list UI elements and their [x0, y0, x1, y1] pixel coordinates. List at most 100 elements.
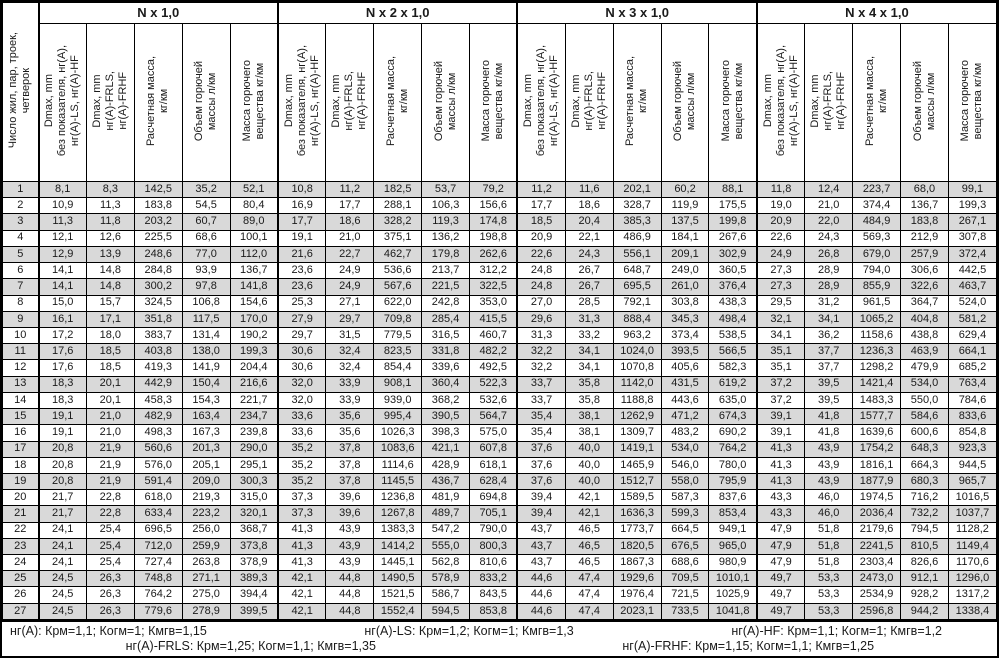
data-cell: 300,2	[133, 278, 183, 296]
data-cell: 49,7	[755, 570, 806, 588]
data-cell: 415,5	[469, 310, 518, 328]
data-cell: 556,1	[612, 245, 662, 264]
data-cell: 29,7	[325, 310, 375, 328]
data-cell: 21,9	[85, 456, 135, 474]
table-row: 27 24,5 26,3 779,6 278,9 399,5 42,1 44,8 1552,4 5…	[2, 602, 998, 621]
data-cell: 79,2	[469, 180, 518, 199]
data-cell: 249,0	[660, 262, 710, 280]
data-cell: 648,3	[900, 440, 949, 458]
data-cell: 1639,6	[852, 424, 902, 442]
data-cell: 564,7	[469, 408, 518, 426]
data-cell: 53,3	[804, 586, 854, 604]
data-cell: 322,5	[469, 278, 518, 296]
data-cell: 27,9	[276, 310, 327, 328]
data-cell: 24,5	[37, 570, 87, 588]
data-cell: 712,0	[133, 537, 183, 556]
data-cell: 635,0	[708, 391, 758, 410]
data-cell: 34,1	[755, 326, 806, 345]
data-cell: 33,7	[516, 391, 566, 410]
data-cell: 1158,6	[852, 326, 902, 345]
data-cell: 578,9	[421, 570, 471, 588]
data-cell: 199,8	[708, 213, 758, 231]
data-cell: 23,6	[276, 278, 327, 296]
data-cell: 555,0	[421, 537, 471, 556]
data-cell: 23,6	[276, 262, 327, 280]
data-cell: 1383,3	[373, 521, 423, 539]
row-number: 9	[2, 310, 39, 328]
data-cell: 316,5	[421, 326, 471, 345]
data-cell: 263,8	[181, 554, 231, 572]
data-cell: 80,4	[229, 197, 279, 215]
data-cell: 790,0	[469, 521, 518, 539]
data-cell: 1010,1	[708, 570, 758, 588]
data-cell: 784,6	[947, 391, 998, 410]
column-header-g1-c2: Dmax, mm нг(А)-FRLS, нг(А)-FRHF	[85, 23, 135, 182]
data-cell: 306,6	[900, 262, 949, 280]
data-cell: 21,7	[37, 505, 87, 523]
data-cell: 35,8	[564, 375, 614, 393]
data-cell: 35,1	[755, 343, 806, 361]
data-cell: 234,7	[229, 408, 279, 426]
data-cell: 14,8	[85, 278, 135, 296]
data-cell: 183,8	[900, 213, 949, 231]
data-cell: 1188,8	[612, 391, 662, 410]
table-row: 6 14,1 14,8 284,8 93,9 136,7 23,6 24,9 536,6 213,…	[2, 262, 998, 280]
data-cell: 394,4	[229, 586, 279, 604]
data-cell: 142,5	[133, 180, 183, 199]
data-cell: 11,2	[325, 180, 375, 199]
row-number: 18	[2, 456, 39, 474]
data-cell: 29,5	[755, 294, 806, 312]
data-cell: 278,9	[181, 602, 231, 621]
data-cell: 1929,6	[612, 570, 662, 588]
data-cell: 37,3	[276, 489, 327, 507]
table-row: 1 8,1 8,3 142,5 35,2 52,1 10,8 11,2 182,5 53,7 79,…	[2, 180, 998, 199]
data-cell: 378,9	[229, 554, 279, 572]
data-cell: 167,3	[181, 424, 231, 442]
data-cell: 2036,4	[852, 505, 902, 523]
data-cell: 550,0	[900, 391, 949, 410]
data-cell: 43,7	[516, 554, 566, 572]
data-cell: 695,5	[612, 278, 662, 296]
data-cell: 462,7	[373, 245, 423, 264]
column-header-g3-c4: Объем горючей массы л/км	[660, 23, 710, 182]
data-cell: 175,5	[708, 197, 758, 215]
data-cell: 405,6	[660, 359, 710, 377]
data-cell: 198,8	[469, 229, 518, 247]
data-cell: 34,1	[564, 359, 614, 377]
data-cell: 35,2	[276, 440, 327, 458]
data-cell: 33,7	[516, 375, 566, 393]
data-cell: 27,1	[325, 294, 375, 312]
data-cell: 19,1	[37, 424, 87, 442]
data-cell: 29,6	[516, 310, 566, 328]
data-cell: 12,6	[85, 229, 135, 247]
data-cell: 800,3	[469, 537, 518, 556]
data-cell: 68,0	[900, 180, 949, 199]
data-cell: 562,8	[421, 554, 471, 572]
data-cell: 49,7	[755, 602, 806, 621]
data-cell: 89,0	[229, 213, 279, 231]
data-cell: 471,2	[660, 408, 710, 426]
data-cell: 68,6	[181, 229, 231, 247]
data-cell: 482,9	[133, 408, 183, 426]
data-cell: 328,2	[373, 213, 423, 231]
data-cell: 53,3	[804, 570, 854, 588]
data-cell: 8,3	[85, 180, 135, 199]
table-row: 11 17,6 18,5 403,8 138,0 199,3 30,6 32,4 823,5 33…	[2, 343, 998, 361]
data-cell: 779,5	[373, 326, 423, 345]
data-cell: 373,4	[660, 326, 710, 345]
data-cell: 908,1	[373, 375, 423, 393]
data-cell: 34,1	[804, 310, 854, 328]
data-cell: 26,8	[804, 245, 854, 264]
column-header-g1-c4: Объем горючей массы л/км	[181, 23, 231, 182]
table-header: Число жил, пар, троек, четверок N x 1,0 N …	[2, 2, 998, 182]
data-cell: 13,9	[85, 245, 135, 264]
data-cell: 443,6	[660, 391, 710, 410]
data-cell: 18,6	[325, 213, 375, 231]
data-cell: 31,5	[325, 326, 375, 345]
data-cell: 1589,5	[612, 489, 662, 507]
data-cell: 267,6	[708, 229, 758, 247]
data-cell: 221,7	[229, 391, 279, 410]
data-cell: 53,7	[421, 180, 471, 199]
column-header-g2-c1: Dmax, mm без показателя, нг(А), нг(А)-LS…	[276, 23, 327, 182]
data-cell: 680,3	[900, 472, 949, 491]
